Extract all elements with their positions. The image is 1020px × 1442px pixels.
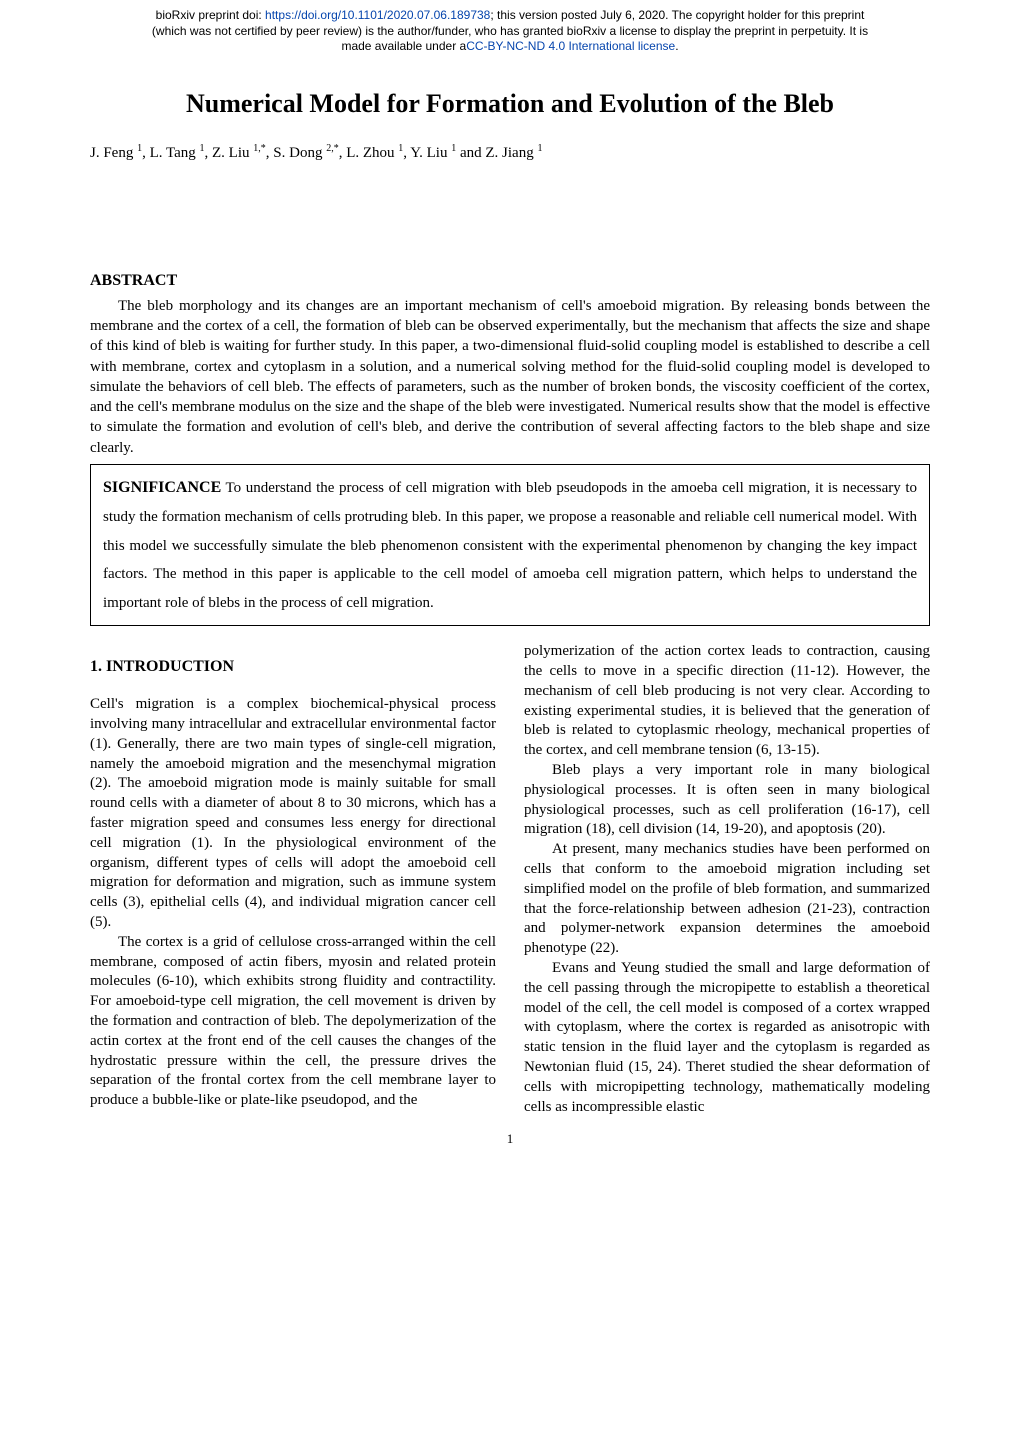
license-link[interactable]: CC-BY-NC-ND 4.0 International license — [466, 39, 675, 53]
author: , Y. Liu — [403, 145, 451, 161]
body-paragraph: Bleb plays a very important role in many… — [524, 761, 930, 840]
preprint-text: (which was not certified by peer review)… — [152, 24, 868, 38]
right-column: polymerization of the action cortex lead… — [524, 642, 930, 1117]
affiliation-mark: 2,* — [326, 143, 339, 154]
author: , L. Tang — [142, 145, 199, 161]
doi-link[interactable]: https://doi.org/10.1101/2020.07.06.18973… — [265, 8, 490, 22]
left-column: 1. INTRODUCTION Cell's migration is a co… — [90, 642, 496, 1117]
significance-box: SIGNIFICANCE To understand the process o… — [90, 464, 930, 626]
author: , Z. Liu — [205, 145, 254, 161]
significance-label: SIGNIFICANCE — [103, 479, 221, 496]
abstract-text: The bleb morphology and its changes are … — [90, 298, 930, 456]
body-paragraph: The cortex is a grid of cellulose cross-… — [90, 933, 496, 1111]
author: and Z. Jiang — [456, 145, 537, 161]
author: , S. Dong — [266, 145, 326, 161]
significance-body: To understand the process of cell migrat… — [103, 480, 917, 611]
significance-text: SIGNIFICANCE To understand the process o… — [103, 473, 917, 617]
body-paragraph: polymerization of the action cortex lead… — [524, 642, 930, 761]
body-paragraph: Cell's migration is a complex biochemica… — [90, 695, 496, 933]
preprint-text: bioRxiv preprint doi: — [156, 8, 265, 22]
abstract-heading: ABSTRACT — [90, 272, 930, 290]
author: , L. Zhou — [339, 145, 399, 161]
body-paragraph: Evans and Yeung studied the small and la… — [524, 959, 930, 1117]
affiliation-mark: 1 — [537, 143, 542, 154]
introduction-heading: 1. INTRODUCTION — [90, 656, 496, 677]
affiliation-mark: 1,* — [253, 143, 266, 154]
preprint-text: ; this version posted July 6, 2020. The … — [490, 8, 864, 22]
preprint-text: made available under a — [341, 39, 466, 53]
page-number: 1 — [90, 1131, 930, 1147]
preprint-text: . — [675, 39, 678, 53]
preprint-notice: bioRxiv preprint doi: https://doi.org/10… — [0, 0, 1020, 59]
author: J. Feng — [90, 145, 137, 161]
two-column-body: 1. INTRODUCTION Cell's migration is a co… — [90, 642, 930, 1117]
author-list: J. Feng 1, L. Tang 1, Z. Liu 1,*, S. Don… — [90, 143, 930, 162]
paper-title: Numerical Model for Formation and Evolut… — [90, 89, 930, 119]
page-content: Numerical Model for Formation and Evolut… — [0, 59, 1020, 1188]
abstract-body: The bleb morphology and its changes are … — [90, 296, 930, 458]
body-paragraph: At present, many mechanics studies have … — [524, 840, 930, 959]
